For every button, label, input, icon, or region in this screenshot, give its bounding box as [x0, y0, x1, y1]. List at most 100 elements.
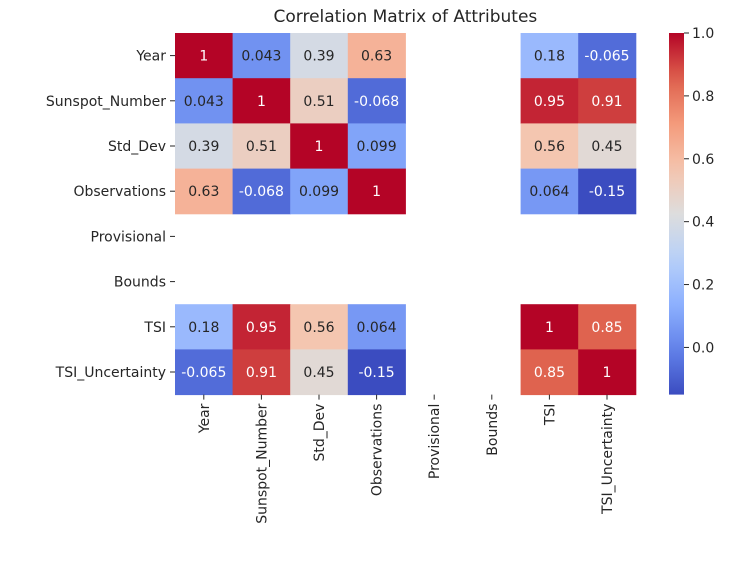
colorbar-tick-label: 1.0 [692, 26, 714, 42]
cell-value-label: 0.56 [534, 139, 565, 155]
column-tick-label: TSI_Uncertainty [600, 404, 616, 515]
colorbar-tick-label: 0.4 [692, 215, 714, 231]
cell-value-label: 0.043 [184, 94, 224, 110]
cell-value-label: 1 [315, 139, 324, 155]
column-tick-label: Sunspot_Number [254, 403, 270, 523]
heatmap-cell [578, 33, 637, 79]
cell-value-label: -0.068 [354, 94, 399, 110]
row-tick-label: Year [135, 49, 166, 65]
heatmap-cell [232, 168, 291, 215]
heatmap-cell [347, 349, 406, 396]
heatmap-cell [520, 304, 579, 350]
cell-value-label: 0.95 [534, 94, 565, 110]
cell-value-label: -0.15 [589, 184, 625, 200]
colorbar-gradient [669, 33, 684, 395]
cell-value-label: -0.065 [584, 49, 629, 65]
chart-title: Correlation Matrix of Attributes [274, 7, 538, 27]
heatmap-cell [578, 349, 637, 396]
heatmap-cell [347, 33, 406, 79]
row-tick-label: Bounds [114, 275, 166, 291]
colorbar-tick-label: 0.0 [692, 340, 714, 356]
heatmap-cell [347, 123, 406, 170]
column-tick-label: TSI [542, 404, 558, 427]
cell-value-label: 0.85 [591, 320, 622, 336]
cell-value-label: 0.043 [241, 49, 281, 65]
cell-value-label: 0.85 [534, 365, 565, 381]
heatmap-cell [520, 123, 579, 170]
heatmap-cell [232, 33, 291, 79]
heatmap-cell [578, 78, 637, 124]
heatmap-cell [347, 304, 406, 350]
cell-value-label: 1 [257, 94, 266, 110]
colorbar-tick-label: 0.2 [692, 278, 714, 294]
cell-value-label: 0.51 [246, 139, 277, 155]
heatmap-cell [232, 304, 291, 350]
heatmap-cell [290, 78, 349, 124]
cell-value-label: 0.099 [299, 184, 339, 200]
cell-value-label: 0.45 [591, 139, 622, 155]
heatmap-cell [578, 123, 637, 170]
heatmap-cell [578, 168, 637, 215]
heatmap-cell [290, 304, 349, 350]
heatmap-cell [175, 168, 234, 215]
column-tick-label: Std_Dev [312, 404, 328, 462]
cell-value-label: 1 [372, 184, 381, 200]
column-tick-label: Bounds [485, 404, 501, 456]
row-tick-label: Provisional [91, 229, 166, 245]
cell-value-label: 0.51 [303, 94, 334, 110]
cell-value-label: 0.064 [357, 320, 397, 336]
cell-value-label: 0.18 [534, 49, 565, 65]
heatmap-cell [520, 78, 579, 124]
cell-value-label: 0.099 [357, 139, 397, 155]
cell-value-label: 0.91 [591, 94, 622, 110]
heatmap-cell [175, 123, 234, 170]
heatmap-cell [175, 304, 234, 350]
heatmap-cell [290, 33, 349, 79]
column-tick-label: Provisional [427, 404, 443, 479]
cell-value-label: 0.18 [188, 320, 219, 336]
cell-value-label: 0.45 [303, 365, 334, 381]
row-tick-label: TSI_Uncertainty [55, 365, 166, 381]
heatmap-cell [347, 168, 406, 215]
column-tick-label: Year [197, 403, 213, 434]
heatmap-cell [578, 304, 637, 350]
heatmap-cell [175, 78, 234, 124]
cell-value-label: 0.95 [246, 320, 277, 336]
row-tick-label: Observations [73, 184, 166, 200]
cell-value-label: 0.39 [303, 49, 334, 65]
cell-value-label: 0.39 [188, 139, 219, 155]
cell-value-label: 1 [545, 320, 554, 336]
cell-value-label: 0.91 [246, 365, 277, 381]
column-labels: Year Sunspot_Number Std_Dev Observations Pro… [197, 394, 616, 524]
cell-value-label: 0.064 [529, 184, 569, 200]
heatmap-cell [232, 78, 291, 124]
heatmap-cells: 1 0.043 0.39 0.63 0.18 -0.065 0.043 1 0.51 -0.068… [175, 33, 637, 396]
heatmap-cell [232, 123, 291, 170]
heatmap-cell [290, 123, 349, 170]
heatmap-cell [232, 349, 291, 396]
column-tick-label: Observations [370, 404, 386, 497]
cell-value-label: 1 [199, 49, 208, 65]
colorbar-tick-label: 0.6 [692, 152, 714, 168]
cell-value-label: -0.065 [181, 365, 226, 381]
row-tick-label: Std_Dev [108, 139, 166, 155]
heatmap-cell [290, 349, 349, 396]
heatmap-cell [290, 168, 349, 215]
heatmap-cell [347, 78, 406, 124]
cell-value-label: -0.068 [239, 184, 284, 200]
cell-value-label: 1 [603, 365, 612, 381]
heatmap-cell [175, 33, 234, 79]
colorbar: 0.0 0.2 0.4 0.6 0.8 1.0 [669, 26, 714, 395]
cell-value-label: 0.56 [303, 320, 334, 336]
row-tick-label: Sunspot_Number [46, 94, 166, 110]
cell-value-label: -0.15 [358, 365, 394, 381]
heatmap-cell [520, 33, 579, 79]
row-labels: Year Sunspot_Number Std_Dev Observations Pro… [46, 49, 175, 381]
heatmap-cell [175, 349, 234, 396]
cell-value-label: 0.63 [188, 184, 219, 200]
colorbar-tick-label: 0.8 [692, 89, 714, 105]
heatmap-cell [520, 349, 579, 396]
heatmap-cell [520, 168, 579, 215]
